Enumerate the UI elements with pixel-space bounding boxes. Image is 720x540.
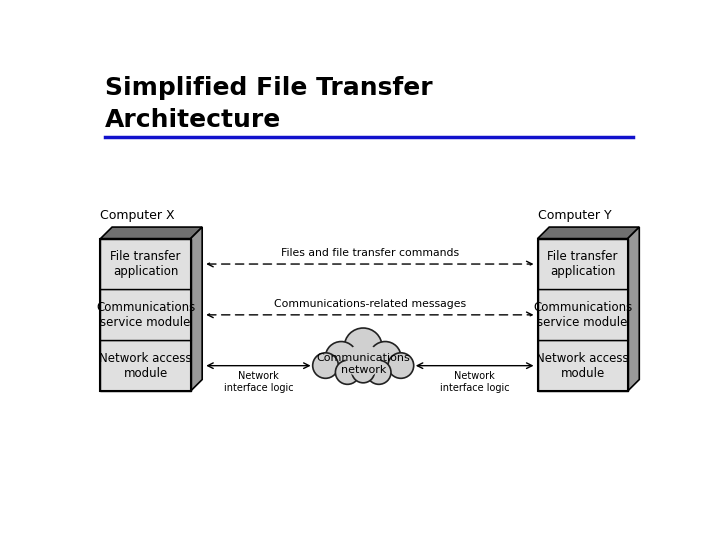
Circle shape [388,353,414,379]
Text: Communications
network: Communications network [316,353,410,375]
Polygon shape [101,227,202,239]
FancyBboxPatch shape [538,239,628,289]
FancyBboxPatch shape [538,289,628,340]
FancyBboxPatch shape [101,239,191,289]
Circle shape [336,360,359,384]
Text: Architecture: Architecture [104,108,281,132]
Text: Communications
service module: Communications service module [533,301,632,329]
Text: Computer Y: Computer Y [538,210,611,222]
Polygon shape [538,227,639,239]
Circle shape [325,341,357,373]
FancyBboxPatch shape [538,340,628,391]
Circle shape [312,353,338,379]
Text: Simplified File Transfer: Simplified File Transfer [104,76,432,100]
Text: File transfer
application: File transfer application [547,250,618,278]
Circle shape [343,341,383,381]
Circle shape [369,341,401,373]
Polygon shape [191,227,202,391]
Text: Network
interface logic: Network interface logic [224,372,293,393]
Text: File transfer
application: File transfer application [110,250,181,278]
Circle shape [352,360,374,383]
Text: Network access
module: Network access module [99,352,192,380]
Circle shape [346,344,381,379]
Text: Communications-related messages: Communications-related messages [274,299,466,308]
Text: Network
interface logic: Network interface logic [440,372,510,393]
Text: Network access
module: Network access module [536,352,629,380]
Circle shape [366,360,391,384]
Polygon shape [628,227,639,391]
Circle shape [344,328,382,366]
Text: Communications
service module: Communications service module [96,301,195,329]
FancyBboxPatch shape [101,340,191,391]
Text: Computer X: Computer X [101,210,175,222]
Text: Files and file transfer commands: Files and file transfer commands [281,248,459,258]
FancyBboxPatch shape [101,289,191,340]
